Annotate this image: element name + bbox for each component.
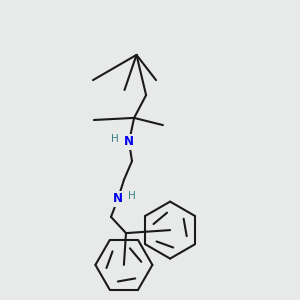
Text: N: N — [113, 192, 123, 206]
Text: H: H — [128, 191, 136, 201]
Text: H: H — [111, 134, 119, 144]
Text: N: N — [124, 135, 134, 148]
